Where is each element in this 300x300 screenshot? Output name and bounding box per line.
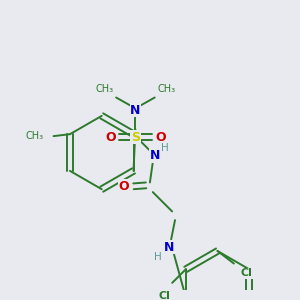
- Text: N: N: [164, 241, 174, 254]
- Text: CH₃: CH₃: [26, 131, 44, 141]
- Text: O: O: [105, 130, 116, 144]
- Text: Cl: Cl: [241, 268, 252, 278]
- Text: O: O: [118, 180, 129, 193]
- Text: N: N: [130, 103, 141, 117]
- Text: H: H: [161, 143, 169, 153]
- Text: H: H: [154, 252, 161, 262]
- Text: CH₃: CH₃: [95, 84, 114, 94]
- Text: CH₃: CH₃: [157, 84, 176, 94]
- Text: Cl: Cl: [158, 291, 170, 300]
- Text: N: N: [150, 149, 160, 162]
- Text: S: S: [131, 130, 140, 144]
- Text: O: O: [155, 130, 166, 144]
